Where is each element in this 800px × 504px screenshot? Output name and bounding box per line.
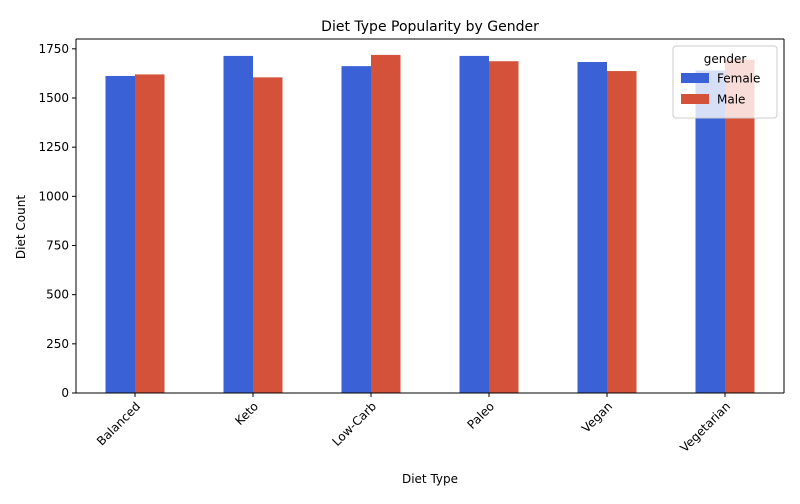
y-tick-label: 1000	[38, 189, 69, 203]
legend-label-male: Male	[717, 93, 745, 107]
x-tick-label: Keto	[232, 399, 261, 428]
bar-male-paleo	[489, 61, 519, 394]
chart-title: Diet Type Popularity by Gender	[321, 19, 539, 35]
legend-swatch-male	[681, 94, 709, 104]
bar-male-keto	[253, 77, 283, 393]
x-tick-label: Low-Carb	[329, 399, 379, 449]
bars-group	[105, 54, 755, 394]
x-tick-label: Vegan	[579, 399, 615, 435]
bar-female-vegetarian	[695, 70, 725, 393]
legend: gender Female Male	[672, 45, 778, 119]
bar-female-vegan	[577, 62, 607, 393]
x-tick-label: Paleo	[465, 399, 498, 432]
bar-male-low-carb	[371, 54, 401, 394]
legend-label-female: Female	[717, 72, 760, 86]
legend-swatch-female	[681, 73, 709, 83]
bar-male-balanced	[135, 74, 165, 394]
x-tick-label: Balanced	[94, 399, 143, 448]
y-tick-label: 1500	[38, 91, 69, 105]
y-tick-label: 250	[46, 337, 69, 351]
legend-title: gender	[704, 52, 747, 66]
x-axis-label: Diet Type	[402, 472, 458, 486]
y-tick-label: 1250	[38, 140, 69, 154]
y-axis-label: Diet Count	[14, 195, 28, 259]
y-tick-label: 0	[61, 386, 69, 400]
y-tick-label: 500	[46, 288, 69, 302]
y-tick-label: 750	[46, 239, 69, 253]
bar-male-vegan	[607, 71, 637, 393]
bar-female-low-carb	[341, 66, 371, 393]
bar-female-keto	[223, 55, 253, 394]
bar-female-paleo	[459, 55, 489, 394]
bar-female-balanced	[105, 75, 135, 394]
x-tick-label: Vegetarian	[677, 399, 733, 455]
y-tick-label: 1750	[38, 42, 69, 56]
